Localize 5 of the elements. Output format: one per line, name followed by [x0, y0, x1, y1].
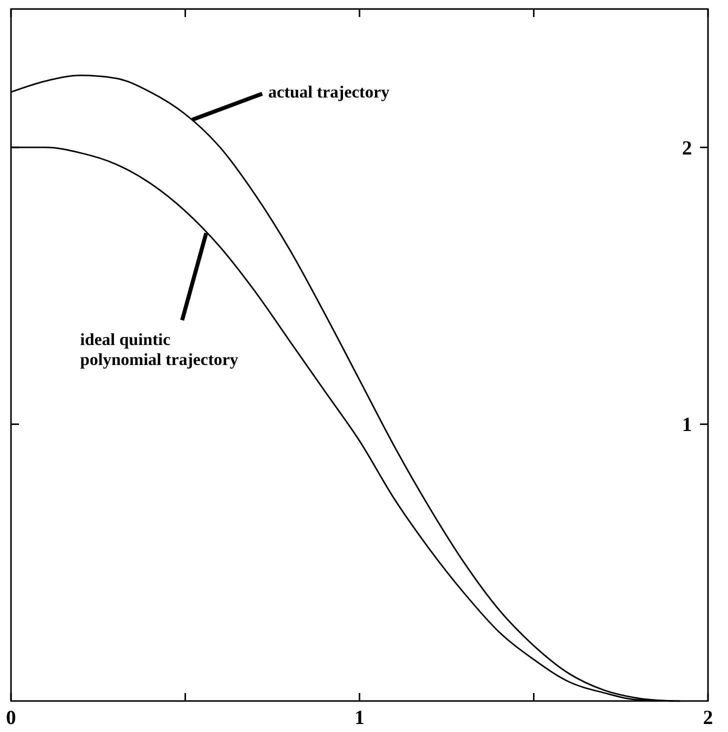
x-tick-label: 2 — [703, 707, 713, 729]
x-tick-label: 0 — [6, 707, 16, 729]
annotation: ideal quintic polynomial trajectory — [80, 330, 239, 369]
x-tick-label: 1 — [354, 707, 364, 729]
annotation: actual trajectory — [268, 82, 390, 102]
